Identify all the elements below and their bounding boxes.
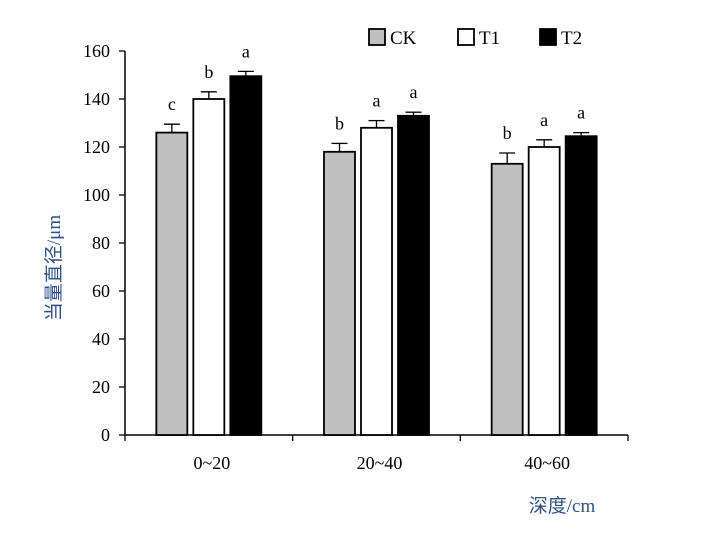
significance-label: a — [577, 103, 585, 123]
bar-ck — [490, 162, 524, 436]
legend-label-ck: CK — [390, 28, 417, 49]
bar-t1 — [527, 146, 561, 436]
significance-label: a — [242, 41, 250, 61]
legend-label-t1: T1 — [479, 28, 500, 49]
y-tick-label: 100 — [83, 185, 110, 205]
significance-label: b — [335, 113, 344, 133]
significance-label: a — [410, 82, 418, 102]
y-tick-label: 20 — [92, 377, 110, 397]
bar-ck — [155, 131, 189, 436]
x-tick-label: 40~60 — [524, 453, 570, 473]
bar-ck — [323, 150, 356, 436]
y-axis-title: 当量直径/μm — [43, 215, 65, 321]
x-tick-label: 0~20 — [193, 453, 230, 473]
y-tick-label: 40 — [92, 329, 110, 349]
legend: CK T1 T2 — [368, 28, 582, 49]
labels: 0~20 c b a 20~40 b a a 40~60 b a a — [168, 41, 585, 473]
significance-label: b — [204, 62, 213, 82]
legend-swatch-ck — [368, 28, 386, 46]
bar-t1 — [192, 98, 226, 436]
y-tick-label: 140 — [83, 89, 110, 109]
significance-label: a — [540, 110, 548, 130]
bar-t1 — [360, 126, 393, 436]
significance-label: c — [168, 94, 176, 114]
legend-swatch-t2 — [539, 28, 557, 46]
x-tick-label: 20~40 — [357, 453, 403, 473]
bar-t2 — [397, 114, 430, 436]
y-tick-label: 160 — [83, 41, 110, 61]
significance-label: b — [503, 123, 512, 143]
axes: 0 20 40 60 80 100 120 140 160 — [83, 41, 629, 445]
legend-label-t2: T2 — [561, 28, 582, 49]
y-tick-label: 0 — [101, 425, 110, 445]
legend-swatch-t1 — [457, 28, 475, 46]
bars — [155, 70, 598, 436]
bar-t2 — [564, 135, 598, 436]
x-axis-title: 深度/cm — [529, 495, 596, 517]
y-tick-label: 60 — [92, 281, 110, 301]
significance-label: a — [373, 91, 381, 111]
bar-t2 — [229, 75, 263, 436]
y-tick-label: 120 — [83, 137, 110, 157]
y-tick-label: 80 — [92, 233, 110, 253]
